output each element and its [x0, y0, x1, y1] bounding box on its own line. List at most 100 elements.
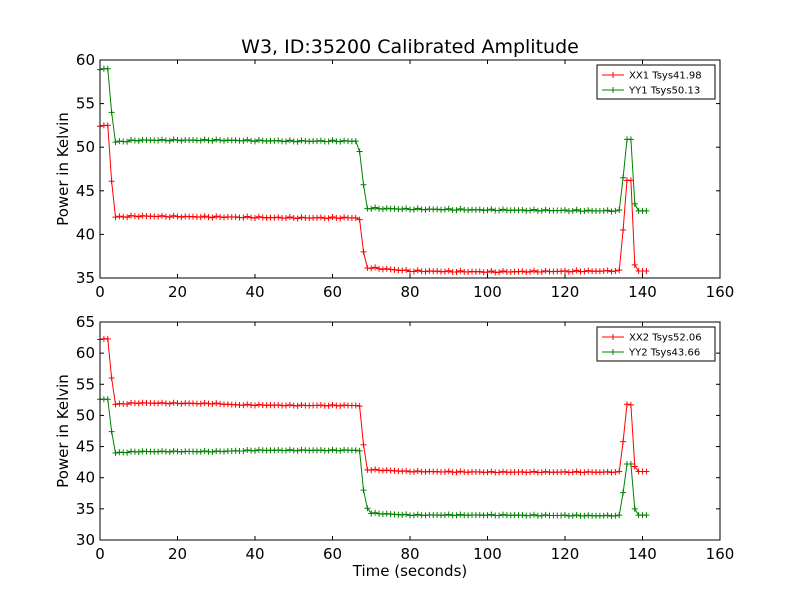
data-point	[286, 137, 293, 144]
data-point	[445, 267, 452, 274]
data-point	[201, 448, 208, 455]
legend-label: XX2 Tsys52.06	[629, 333, 702, 344]
data-point	[457, 468, 464, 475]
data-point	[391, 266, 398, 273]
data-point	[488, 468, 495, 475]
data-point	[372, 509, 379, 516]
data-point	[209, 214, 216, 221]
data-point	[170, 136, 177, 143]
data-point	[240, 214, 247, 221]
data-point	[612, 512, 619, 519]
data-point	[608, 208, 615, 215]
data-point	[453, 269, 460, 276]
data-point	[604, 468, 611, 475]
data-point	[627, 401, 634, 408]
data-point	[457, 267, 464, 274]
data-point	[422, 206, 429, 213]
data-point	[283, 138, 289, 145]
data-point	[569, 469, 576, 476]
data-point	[108, 428, 115, 435]
data-point	[162, 137, 169, 144]
data-point	[465, 269, 472, 276]
data-point	[531, 267, 537, 274]
data-point	[108, 178, 115, 185]
x-tick-label: 140	[628, 545, 657, 563]
data-point	[496, 469, 503, 476]
y-tick-label: 60	[76, 51, 95, 69]
legend-label: YY2 Tsys43.66	[628, 348, 700, 359]
data-point	[240, 137, 247, 144]
data-point	[422, 512, 429, 519]
data-point	[643, 468, 650, 475]
data-point	[441, 512, 448, 519]
x-tick-label: 100	[473, 283, 502, 301]
data-point	[166, 214, 173, 221]
data-point	[631, 505, 638, 512]
y-tick-label: 50	[76, 138, 95, 156]
data-point	[275, 214, 282, 221]
data-point	[484, 469, 491, 476]
data-point	[399, 267, 406, 274]
data-point	[496, 269, 503, 276]
data-point	[124, 401, 131, 408]
data-point	[620, 438, 627, 445]
data-point	[465, 207, 472, 214]
data-point	[620, 227, 627, 234]
data-point	[283, 215, 289, 222]
data-point	[631, 261, 638, 268]
data-point	[500, 468, 506, 475]
data-point	[372, 264, 379, 271]
data-point	[135, 137, 142, 144]
data-point	[221, 214, 227, 221]
data-point	[616, 468, 623, 475]
legend: XX1 Tsys41.98 YY1 Tsys50.13	[596, 64, 716, 100]
data-point	[527, 469, 534, 476]
data-point	[616, 512, 623, 519]
data-point	[124, 138, 131, 145]
y-tick-label: 50	[76, 406, 95, 424]
data-point	[573, 468, 580, 475]
data-point	[298, 137, 305, 144]
data-point	[112, 139, 119, 146]
x-tick-label: 0	[95, 545, 105, 563]
data-point	[581, 469, 588, 476]
data-point	[135, 449, 142, 456]
data-point	[445, 511, 452, 518]
data-point	[135, 400, 142, 407]
data-point	[542, 206, 549, 213]
data-point	[403, 511, 410, 518]
data-point	[569, 207, 576, 214]
data-point	[562, 267, 568, 274]
data-point	[104, 335, 111, 342]
data-point	[496, 207, 503, 214]
data-point	[379, 266, 386, 273]
data-point	[314, 214, 320, 221]
data-point	[608, 268, 615, 275]
data-point	[414, 467, 421, 474]
data-point	[441, 268, 448, 275]
data-point	[337, 402, 344, 409]
data-point	[244, 213, 251, 220]
data-point	[600, 207, 607, 214]
data-point	[317, 446, 324, 453]
data-point	[104, 122, 111, 129]
data-point	[527, 207, 534, 214]
subplot-2: 0 20 40 60 80 100 120 140 160 30 35 40 45 50 55 60 65 Pow…	[54, 313, 734, 580]
data-point	[155, 137, 162, 144]
data-point	[283, 447, 289, 454]
data-point	[542, 267, 549, 274]
data-point	[414, 511, 421, 518]
data-point	[108, 109, 115, 116]
data-point	[201, 213, 208, 220]
data-point	[368, 510, 375, 517]
x-tick-label: 140	[628, 283, 657, 301]
data-point	[364, 505, 371, 512]
x-tick-label: 0	[95, 283, 105, 301]
data-point	[197, 448, 204, 455]
data-point	[558, 268, 565, 275]
data-point	[573, 511, 580, 518]
data-point	[627, 461, 634, 468]
